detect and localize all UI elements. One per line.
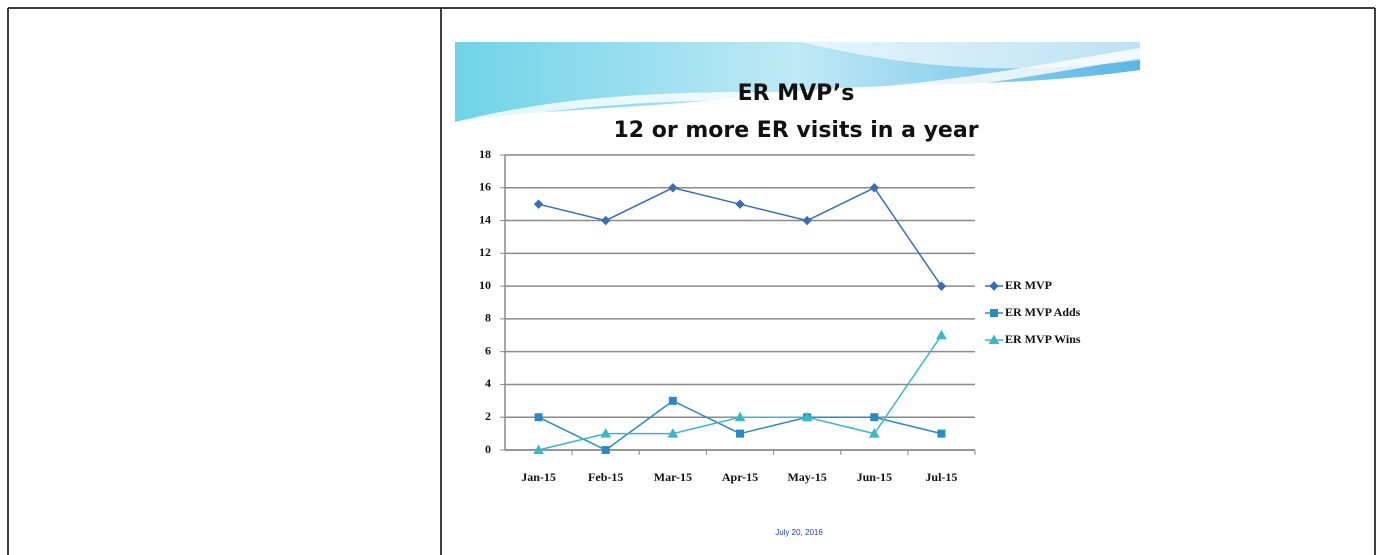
- chart-title: ER MVP’s: [738, 81, 855, 106]
- data-point: [534, 413, 543, 422]
- data-point: [802, 215, 812, 226]
- y-tick-label: 0: [485, 442, 491, 456]
- legend-marker: [990, 309, 998, 317]
- y-tick-label: 14: [479, 212, 491, 226]
- legend-label: ER MVP Adds: [1005, 305, 1081, 319]
- data-point: [734, 411, 746, 422]
- data-point: [936, 329, 947, 340]
- data-point: [667, 428, 679, 438]
- slide-decoration: [455, 42, 1140, 126]
- data-point: [601, 215, 611, 226]
- y-tick-label: 2: [485, 409, 491, 423]
- data-point: [601, 446, 610, 454]
- x-tick-label: Apr-15: [722, 470, 758, 484]
- data-point: [533, 199, 544, 209]
- x-tick-label: Jul-15: [925, 470, 957, 484]
- y-tick-label: 12: [479, 245, 491, 259]
- data-point: [936, 281, 947, 291]
- data-point: [870, 413, 879, 422]
- y-tick-label: 18: [479, 147, 491, 161]
- x-tick-label: Feb-15: [588, 470, 623, 484]
- data-point: [668, 396, 677, 405]
- legend-label: ER MVP: [1005, 278, 1052, 292]
- data-point: [937, 429, 946, 438]
- data-point: [868, 428, 880, 438]
- x-tick-label: Mar-15: [654, 470, 692, 484]
- data-point: [533, 444, 544, 454]
- x-tick-label: Jun-15: [857, 470, 892, 484]
- legend-marker: [989, 281, 999, 291]
- y-tick-label: 4: [485, 376, 491, 390]
- legend-label: ER MVP Wins: [1005, 332, 1081, 346]
- legend-marker: [988, 334, 1000, 344]
- data-point: [736, 429, 744, 438]
- y-tick-label: 10: [479, 278, 491, 292]
- table-borders: [7, 7, 1376, 555]
- slide-footer: July 20, 2016: [775, 528, 823, 537]
- data-point: [869, 183, 879, 193]
- data-point: [801, 411, 813, 422]
- y-tick-label: 8: [485, 311, 491, 325]
- x-tick-label: May-15: [787, 470, 826, 484]
- y-tick-label: 6: [485, 343, 491, 357]
- x-tick-label: Jan-15: [521, 470, 556, 484]
- series-line: [538, 399, 942, 451]
- y-tick-label: 16: [479, 180, 491, 194]
- chart-subtitle: 12 or more ER visits in a year: [613, 118, 978, 143]
- data-point: [735, 199, 745, 209]
- data-point: [600, 428, 612, 438]
- data-point: [668, 183, 678, 193]
